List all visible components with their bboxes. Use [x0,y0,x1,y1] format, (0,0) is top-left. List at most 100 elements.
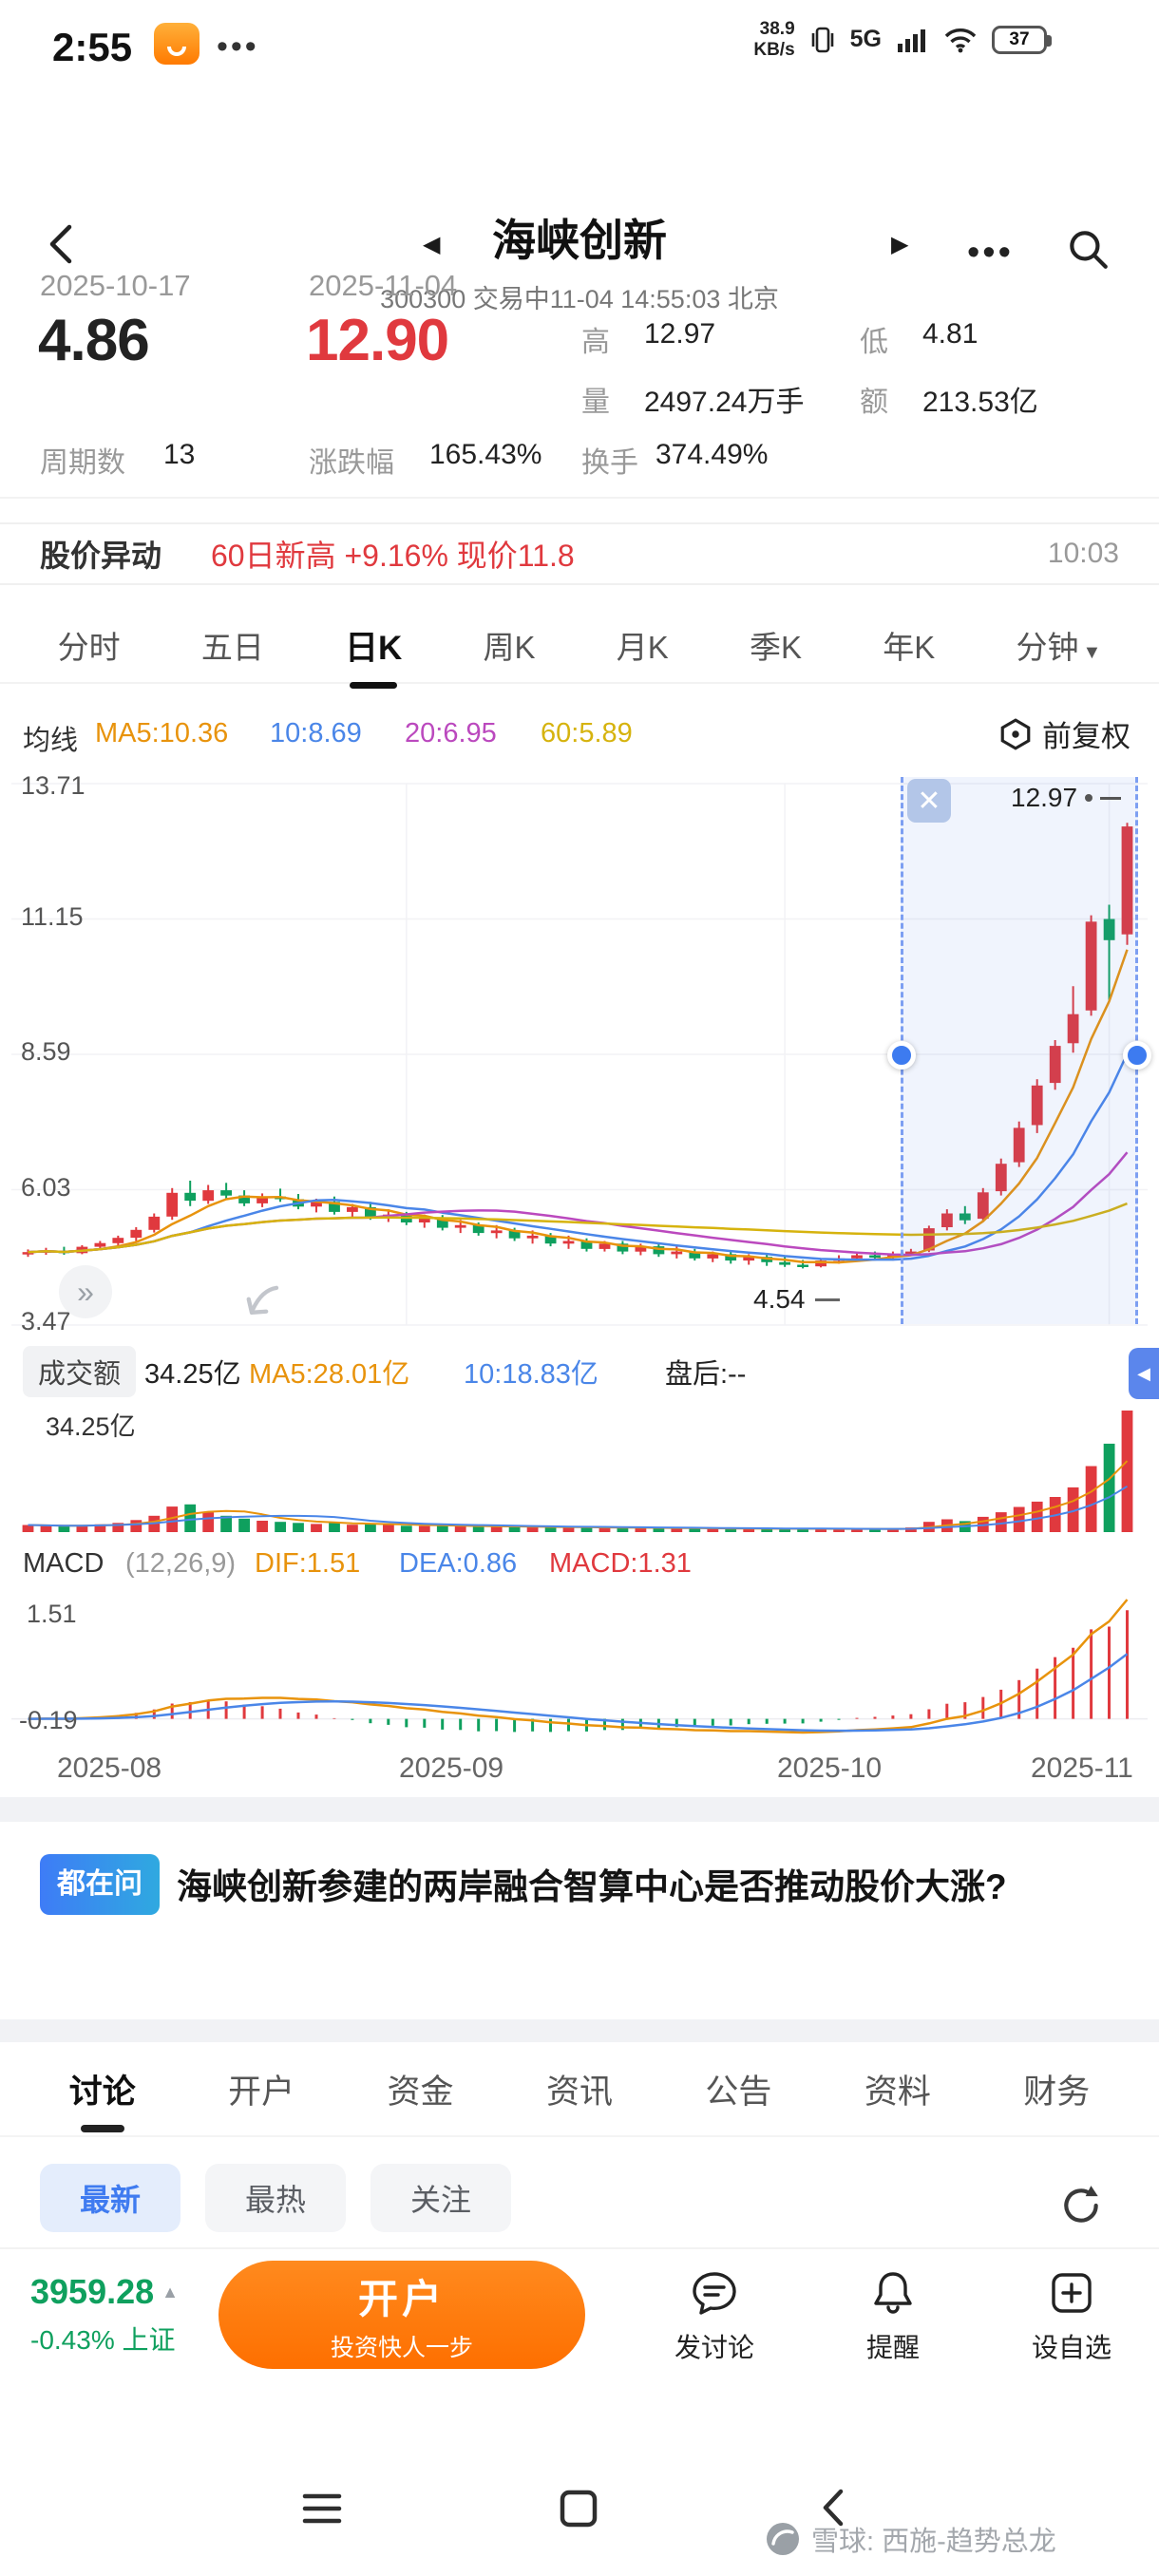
high-annotation: 12.97 [1011,783,1122,813]
drawer-handle[interactable]: ◀ [1129,1348,1159,1399]
price-axis-tick: 3.47 [21,1307,71,1335]
candlestick-chart[interactable] [0,769,1159,1339]
tab-financials[interactable]: 财务 [1023,2073,1091,2111]
tab-minute-chart[interactable]: 分时 [57,630,121,665]
speech-bubble-icon [693,2272,736,2315]
index-value: 3959.28 [30,2272,155,2311]
open-account-label: 开户 [357,2276,446,2321]
price-axis-tick: 11.15 [21,902,84,931]
pan-arrow-icon[interactable] [239,1278,289,1327]
volume-axis-max: 34.25亿 [46,1412,136,1441]
period-value: 13 [163,439,196,470]
marker-dot [1085,794,1093,802]
wifi-icon [944,28,977,53]
candlestick-chart-pane[interactable]: 13.71 11.15 8.59 6.03 3.47 ✕ 12.97 4.54 … [0,769,1159,1339]
hot-question-text: 海峡创新参建的两岸融合智算中心是否推动股价大涨? [177,1867,1007,1906]
hot-question-card[interactable]: 都在问 海峡创新参建的两岸融合智算中心是否推动股价大涨? [0,1822,1159,2019]
back-icon[interactable] [43,221,81,267]
open-account-button[interactable]: 开户 投资快人一步 [218,2261,585,2369]
high-label: 高 [581,327,610,358]
macd-chart-pane[interactable]: 1.51 -0.19 [0,1586,1159,1748]
tab-yearly-k[interactable]: 年K [883,630,936,665]
network-type: 5G [849,26,882,53]
tab-discussion[interactable]: 讨论 [69,2065,136,2113]
refresh-icon[interactable] [1058,2183,1104,2228]
marker-line [1100,796,1122,800]
header: ◀ 海峡创新 300300 交易中11-04 14:55:03 北京 ▶ ••• [0,90,1159,313]
nav-home-icon[interactable] [557,2487,600,2530]
macd-chart[interactable] [0,1586,1159,1748]
selection-left-handle[interactable] [887,1041,916,1070]
tab-five-day[interactable]: 五日 [200,630,264,665]
filter-following[interactable]: 关注 [370,2164,512,2232]
adjust-mode-button[interactable]: 前复权 [998,712,1130,755]
tab-funds[interactable]: 资金 [387,2073,454,2111]
axis-month: 2025-11 [1031,1752,1133,1784]
selection-region[interactable]: ✕ [887,777,1151,1324]
tab-monthly-k[interactable]: 月K [616,630,669,665]
index-quote-button[interactable]: 3959.28 ▲ -0.43% 上证 [30,2272,179,2358]
network-speed: 38.9 KB/s [753,19,794,61]
turnover-value: 374.49% [656,439,769,470]
everyone-asking-badge: 都在问 [40,1854,160,1915]
post-discussion-label: 发讨论 [674,2333,754,2362]
selection-right-handle[interactable] [1123,1041,1151,1070]
search-icon[interactable] [1064,225,1112,273]
section-divider [0,1797,1159,1822]
axis-month: 2025-08 [57,1752,162,1784]
next-stock-icon[interactable]: ▶ [891,232,909,257]
tab-quarterly-k[interactable]: 季K [750,630,803,665]
after-hours: 盘后:-- [665,1359,747,1390]
set-alert-label: 提醒 [865,2333,920,2362]
turnover-chip[interactable]: 成交额 [23,1346,137,1397]
clock: 2:55 [52,25,133,69]
alert-tag: 股价异动 [40,539,162,573]
turnover-label: 换手 [581,447,638,479]
low-annotation: 4.54 [753,1284,840,1315]
change-value: 165.43% [429,439,542,470]
page-title: 海峡创新 [492,216,667,265]
tab-news[interactable]: 资讯 [545,2073,613,2111]
page-subtitle: 300300 交易中11-04 14:55:03 北京 [380,285,779,313]
nav-back-icon[interactable] [811,2485,855,2530]
volume-chart[interactable] [0,1394,1159,1535]
tab-profile[interactable]: 资料 [864,2073,931,2111]
ma20-legend: 20:6.95 [405,718,497,748]
alert-time: 10:03 [1047,538,1119,569]
tab-weekly-k[interactable]: 周K [483,630,536,665]
tab-open-account[interactable]: 开户 [228,2073,295,2111]
status-ellipsis-icon: ••• [217,28,259,65]
turnover-ma5: MA5:28.01亿 [249,1359,410,1390]
close-selection-icon[interactable]: ✕ [907,779,951,823]
nav-menu-icon[interactable] [300,2487,344,2530]
expand-history-button[interactable]: » [59,1265,112,1318]
more-menu-icon[interactable]: ••• [967,233,1014,273]
prev-stock-icon[interactable]: ◀ [423,232,441,257]
amount-label: 额 [860,387,888,418]
post-discussion-button[interactable]: 发讨论 [638,2268,790,2365]
volume-chart-pane[interactable]: 34.25亿 [0,1394,1159,1535]
detail-tabs: 讨论 开户 资金 资讯 公告 资料 财务 [0,2042,1159,2137]
filter-hottest[interactable]: 最热 [205,2164,347,2232]
range-end-date: 2025-11-04 [309,269,458,302]
status-bar: 2:55 ••• 38.9 KB/s 5G 37 [0,0,1159,90]
x-axis: 2025-08 2025-09 2025-10 2025-11 [0,1752,1159,1794]
turnover-current: 34.25亿 [144,1359,241,1390]
ma60-legend: 60:5.89 [541,718,633,748]
filter-latest[interactable]: 最新 [40,2164,181,2232]
tab-announcements[interactable]: 公告 [705,2073,772,2111]
tab-minutes-label: 分钟 [1016,630,1079,665]
period-label: 周期数 [40,447,125,479]
high-annotation-value: 12.97 [1011,783,1078,812]
section-divider [0,2019,1159,2042]
alert-text: 60日新高 +9.16% 现价11.8 [211,539,575,573]
tab-minutes-dropdown[interactable]: 分钟 ▼ [1014,616,1103,673]
battery-icon: 37 [992,25,1052,54]
macd-header: MACD (12,26,9) DIF:1.51 DEA:0.86 MACD:1.… [0,1541,1159,1586]
add-watchlist-button[interactable]: 设自选 [996,2268,1148,2365]
price-alert-ticker[interactable]: 股价异动 60日新高 +9.16% 现价11.8 10:03 [0,522,1159,585]
macd-dea: DEA:0.86 [399,1548,518,1579]
tab-daily-k[interactable]: 日K [343,616,404,675]
set-alert-button[interactable]: 提醒 [817,2268,969,2365]
